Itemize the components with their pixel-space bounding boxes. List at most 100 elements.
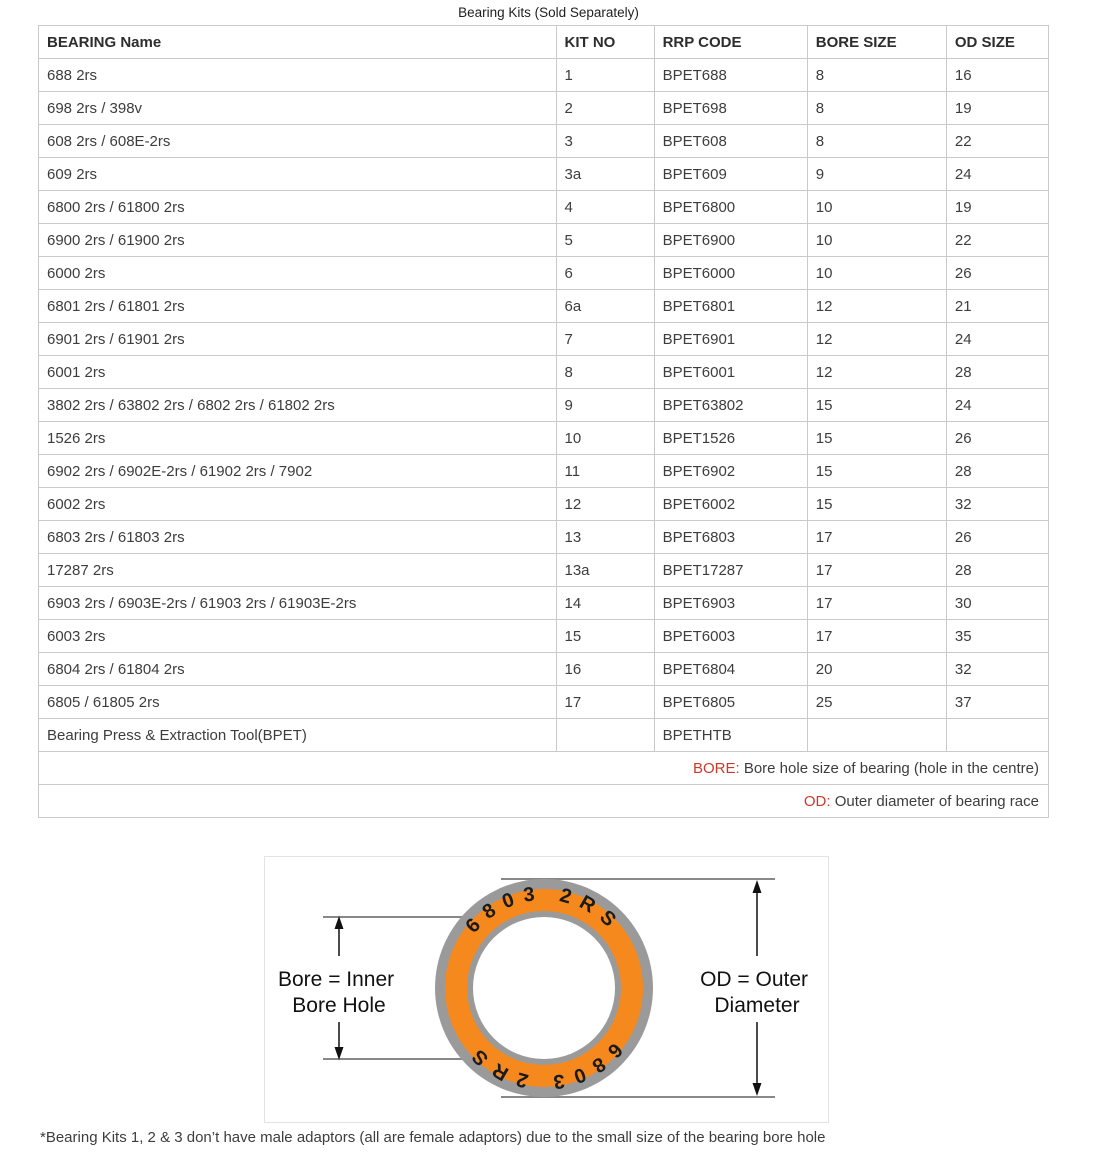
table-cell: 17 (806, 553, 947, 587)
table-row: 698 2rs / 398v 2 BPET698 8 19 (38, 91, 1050, 125)
table-cell: 698 2rs / 398v (38, 91, 557, 125)
table-cell: 8 (555, 355, 655, 389)
footnote: *Bearing Kits 1, 2 & 3 don’t have male a… (40, 1129, 826, 1146)
table-cell: 8 (806, 124, 947, 158)
table-cell: 10 (555, 421, 655, 455)
table-cell: 3 (555, 124, 655, 158)
bore-label: Bore = Inner Bore Hole (278, 968, 400, 1017)
table-row: 6804 2rs / 61804 2rs 16 BPET6804 20 32 (38, 652, 1050, 686)
column-header-bearing-name: BEARING Name (38, 25, 557, 59)
table-cell: 22 (945, 223, 1050, 257)
table-cell: 24 (945, 322, 1050, 356)
table-cell: 15 (806, 421, 947, 455)
table-row: 1526 2rs 10 BPET1526 15 26 (38, 421, 1050, 455)
bearing-kits-table: BEARING Name KIT NO RRP CODE BORE SIZE OD SI… (38, 25, 1050, 818)
table-cell: 6 (555, 256, 655, 290)
table-cell: BPET6003 (653, 619, 808, 653)
table-cell (555, 718, 655, 752)
table-cell: 8 (806, 58, 947, 92)
column-header-od-size: OD SIZE (945, 25, 1050, 59)
table-cell: 3802 2rs / 63802 2rs / 6802 2rs / 61802 … (38, 388, 557, 422)
table-cell: 6900 2rs / 61900 2rs (38, 223, 557, 257)
table-cell: 13 (555, 520, 655, 554)
table-cell: 5 (555, 223, 655, 257)
table-cell: BPET6001 (653, 355, 808, 389)
table-cell: 16 (945, 58, 1050, 92)
table-cell: 10 (806, 223, 947, 257)
table-cell: 6003 2rs (38, 619, 557, 653)
table-cell: 32 (945, 652, 1050, 686)
table-cell: 19 (945, 91, 1050, 125)
table-cell (806, 718, 947, 752)
od-label: OD = Outer Diameter (700, 968, 814, 1017)
table-cell: 10 (806, 256, 947, 290)
table-cell: BPET17287 (653, 553, 808, 587)
table-cell: 17 (806, 619, 947, 653)
table-row: 688 2rs 1 BPET688 8 16 (38, 58, 1050, 92)
table-cell: 9 (806, 157, 947, 191)
table-cell: 6002 2rs (38, 487, 557, 521)
table-cell: 13a (555, 553, 655, 587)
table-row: 6002 2rs 12 BPET6002 15 32 (38, 487, 1050, 521)
table-cell: 19 (945, 190, 1050, 224)
table-cell: 6804 2rs / 61804 2rs (38, 652, 557, 686)
bore-note-label: BORE: (692, 759, 740, 777)
bore-arrowhead-up (334, 916, 344, 929)
page-title: Bearing Kits (Sold Separately) (458, 5, 639, 20)
table-row: 6902 2rs / 6902E-2rs / 61902 2rs / 7902 1… (38, 454, 1050, 488)
table-row: 6800 2rs / 61800 2rs 4 BPET6800 10 19 (38, 190, 1050, 224)
table-cell: 32 (945, 487, 1050, 521)
table-cell: 12 (806, 355, 947, 389)
table-cell: BPET6903 (653, 586, 808, 620)
table-cell: 26 (945, 520, 1050, 554)
table-note-row-bore: BORE: Bore hole size of bearing (hole in… (38, 751, 1049, 785)
table-cell: 608 2rs / 608E-2rs (38, 124, 557, 158)
table-cell: 37 (945, 685, 1050, 719)
bearing-diagram: 6803 2RS 6803 2RS Bore = Inner Bore Hole (264, 856, 829, 1123)
table-cell: 28 (945, 553, 1050, 587)
table-cell: 6000 2rs (38, 256, 557, 290)
table-cell: 1526 2rs (38, 421, 557, 455)
table-row: 6901 2rs / 61901 2rs 7 BPET6901 12 24 (38, 322, 1050, 356)
table-cell: 22 (945, 124, 1050, 158)
bearing-bore-hole (473, 917, 615, 1059)
table-cell: BPET6901 (653, 322, 808, 356)
table-cell: 1 (555, 58, 655, 92)
table-row: 608 2rs / 608E-2rs 3 BPET608 8 22 (38, 124, 1050, 158)
table-row: 6003 2rs 15 BPET6003 17 35 (38, 619, 1050, 653)
table-cell: 24 (945, 157, 1050, 191)
table-cell: BPET6801 (653, 289, 808, 323)
table-cell: 6805 / 61805 2rs (38, 685, 557, 719)
column-header-kit-no: KIT NO (555, 25, 655, 59)
bore-note-text: Bore hole size of bearing (hole in the c… (739, 759, 1039, 777)
table-cell: 16 (555, 652, 655, 686)
table-header-row: BEARING Name KIT NO RRP CODE BORE SIZE OD SI… (38, 25, 1050, 59)
table-cell: 6803 2rs / 61803 2rs (38, 520, 557, 554)
table-cell: BPETHTB (653, 718, 808, 752)
table-cell: 17 (806, 520, 947, 554)
table-row: 6803 2rs / 61803 2rs 13 BPET6803 17 26 (38, 520, 1050, 554)
table-row: 6903 2rs / 6903E-2rs / 61903 2rs / 61903… (38, 586, 1050, 620)
table-cell: 17287 2rs (38, 553, 557, 587)
table-cell: BPET6804 (653, 652, 808, 686)
table-row: 6900 2rs / 61900 2rs 5 BPET6900 10 22 (38, 223, 1050, 257)
table-cell: BPET6800 (653, 190, 808, 224)
table-cell: 21 (945, 289, 1050, 323)
table-cell: 9 (555, 388, 655, 422)
table-cell: 6902 2rs / 6902E-2rs / 61902 2rs / 7902 (38, 454, 557, 488)
od-note-text: Outer diameter of bearing race (830, 792, 1039, 810)
table-cell: BPET6803 (653, 520, 808, 554)
column-header-rrp-code: RRP CODE (653, 25, 808, 59)
table-cell: 26 (945, 256, 1050, 290)
table-cell: 30 (945, 586, 1050, 620)
table-cell: 6a (555, 289, 655, 323)
table-row: 3802 2rs / 63802 2rs / 6802 2rs / 61802 … (38, 388, 1050, 422)
table-cell: 15 (806, 454, 947, 488)
table-cell: 28 (945, 454, 1050, 488)
table-cell: 6800 2rs / 61800 2rs (38, 190, 557, 224)
table-cell: 17 (806, 586, 947, 620)
table-cell: 12 (555, 487, 655, 521)
od-arrowhead-down (752, 1083, 762, 1096)
table-cell: BPET63802 (653, 388, 808, 422)
table-cell: BPET6805 (653, 685, 808, 719)
